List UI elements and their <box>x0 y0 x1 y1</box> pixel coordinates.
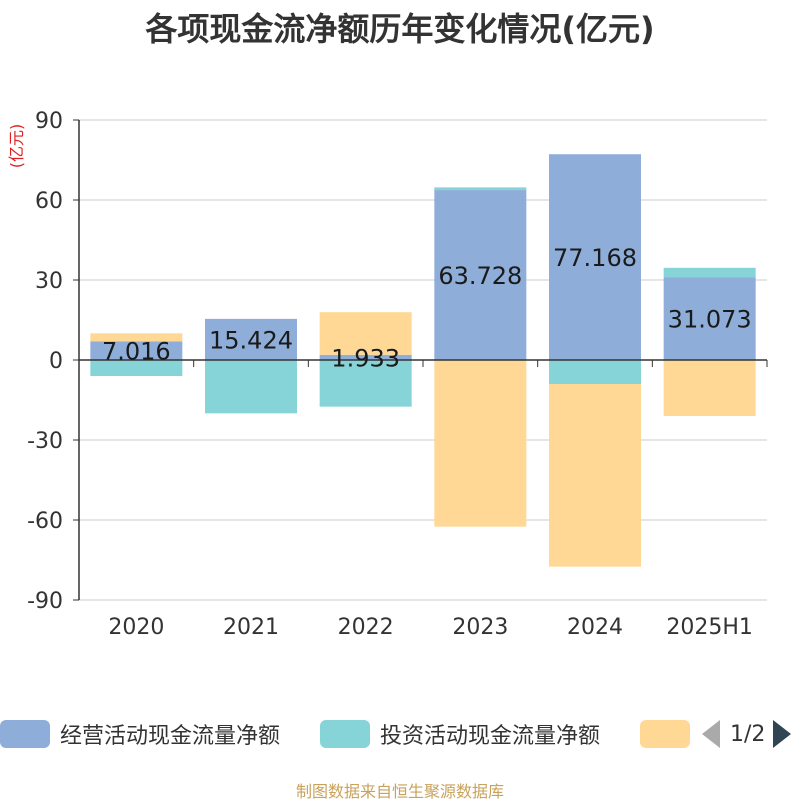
x-tick-label: 2025H1 <box>666 615 753 640</box>
bar-investing <box>663 267 756 278</box>
legend-item-operating[interactable]: 经营活动现金流量净额 <box>0 716 280 752</box>
legend: 经营活动现金流量净额 投资活动现金流量净额 1/2 <box>0 716 800 752</box>
legend-swatch-investing <box>320 720 370 748</box>
chart-plot: 90 60 30 0 -30 -60 -90 2020 2021 2022 2023 2024 2025… <box>7 109 768 640</box>
y-tick-label: -90 <box>27 589 63 614</box>
bar-investing <box>549 360 641 384</box>
x-tick-label: 2022 <box>338 615 394 640</box>
legend-page-indicator: 1/2 <box>730 721 766 747</box>
data-source-note: 制图数据来自恒生聚源数据库 <box>295 782 504 801</box>
x-tick-label: 2021 <box>223 615 279 640</box>
bar-operating <box>549 154 641 360</box>
bar-third <box>434 360 527 527</box>
legend-item-financing[interactable] <box>640 716 700 752</box>
bar-third <box>90 333 183 342</box>
bar-third <box>663 360 756 416</box>
data-label: 31.073 <box>668 306 752 334</box>
data-label: 1.933 <box>331 344 400 372</box>
axes: 90 60 30 0 -30 -60 -90 2020 2021 2022 2023 2024 2025… <box>27 109 768 640</box>
y-tick-label: 0 <box>49 349 63 374</box>
data-label: 7.016 <box>102 338 171 366</box>
legend-swatch-operating <box>0 720 50 748</box>
legend-label-investing: 投资活动现金流量净额 <box>380 724 601 749</box>
data-label: 63.728 <box>438 262 522 290</box>
y-tick-label: -30 <box>27 429 63 454</box>
bar-operating <box>319 354 412 360</box>
bar-operating <box>90 341 183 360</box>
bar-operating <box>434 190 527 360</box>
bar-investing <box>205 360 297 414</box>
y-tick-label: 90 <box>35 109 63 134</box>
y-axis-unit-label: (亿元) <box>7 124 26 169</box>
x-tick-label: 2023 <box>452 615 508 640</box>
bar-third <box>319 312 412 355</box>
x-tick-label: 2020 <box>108 615 164 640</box>
bar-investing <box>319 360 412 407</box>
data-label: 15.424 <box>209 326 293 354</box>
legend-swatch-third <box>640 720 690 748</box>
bar-investing <box>90 360 183 376</box>
bar-investing <box>434 187 527 191</box>
y-tick-label: 60 <box>35 189 63 214</box>
data-labels: 7.016 15.424 1.933 63.728 77.168 31.073 <box>102 244 752 372</box>
legend-pager: 1/2 <box>700 716 800 752</box>
grid-lines <box>79 119 767 601</box>
bar-third <box>549 384 641 567</box>
chevron-left-icon[interactable] <box>702 720 720 748</box>
y-tick-label: 30 <box>35 269 63 294</box>
legend-item-investing[interactable]: 投资活动现金流量净额 <box>320 716 600 752</box>
bar-operating <box>663 277 756 360</box>
chevron-right-icon[interactable] <box>773 720 792 748</box>
chart-title: 各项现金流净额历年变化情况(亿元) <box>145 10 655 48</box>
bars <box>90 154 756 567</box>
y-tick-label: -60 <box>27 509 63 534</box>
legend-label-operating: 经营活动现金流量净额 <box>60 724 281 749</box>
data-label: 77.168 <box>553 244 637 272</box>
x-tick-label: 2024 <box>567 615 623 640</box>
bar-operating <box>205 318 297 360</box>
